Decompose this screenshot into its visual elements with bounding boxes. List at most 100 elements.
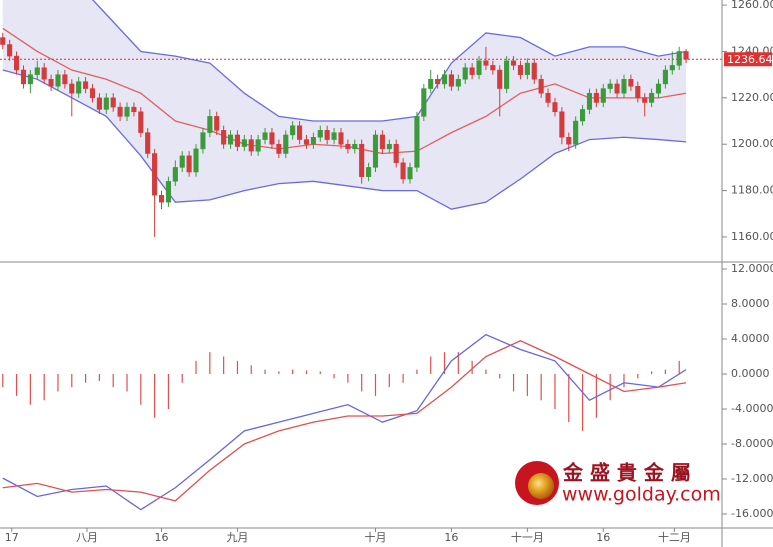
watermark-url: www.golday.com bbox=[562, 484, 721, 506]
candle-body bbox=[628, 79, 634, 87]
candle-body bbox=[455, 79, 461, 87]
candle-body bbox=[469, 67, 475, 75]
candle-body bbox=[48, 79, 54, 87]
x-tick-label: 十一月 bbox=[511, 530, 544, 544]
x-tick-label: 16 bbox=[444, 531, 458, 544]
candle-body bbox=[138, 111, 144, 133]
candle-body bbox=[145, 132, 151, 154]
panel-macd bbox=[2, 333, 687, 511]
histogram-bar bbox=[512, 374, 515, 392]
histogram-bar bbox=[264, 369, 266, 374]
band-fill bbox=[2, 0, 687, 210]
histogram-bar bbox=[568, 374, 570, 423]
histogram-bar bbox=[84, 374, 87, 383]
candle-body bbox=[310, 137, 316, 145]
histogram-bar bbox=[650, 371, 653, 374]
histogram-bar bbox=[195, 360, 197, 374]
candle-body bbox=[586, 92, 593, 110]
y-tick-label: -8.0000 bbox=[731, 437, 773, 450]
candle-body bbox=[552, 102, 558, 113]
candle-body bbox=[76, 81, 82, 94]
y-tick-label: 0.0000 bbox=[731, 367, 770, 380]
histogram-bar bbox=[554, 374, 556, 409]
y-tick-label: 1200.00 bbox=[731, 137, 773, 150]
histogram-bar bbox=[292, 369, 294, 374]
histogram-bar bbox=[29, 374, 31, 405]
candle-body bbox=[510, 60, 517, 66]
candle-body bbox=[435, 79, 441, 85]
candle-body bbox=[89, 88, 96, 99]
candle-body bbox=[462, 67, 468, 80]
histogram-bar bbox=[319, 371, 321, 374]
candle-body bbox=[352, 143, 358, 150]
candle-body bbox=[676, 51, 682, 66]
last-price-box bbox=[724, 52, 772, 67]
candle-body bbox=[441, 74, 448, 85]
candle-body bbox=[649, 92, 655, 103]
histogram-bar bbox=[57, 374, 59, 392]
histogram-bar bbox=[2, 374, 4, 388]
candle-body bbox=[524, 62, 530, 75]
candle-body bbox=[662, 69, 668, 85]
histogram-bar bbox=[181, 374, 183, 383]
candle-body bbox=[393, 143, 399, 164]
candle-body bbox=[497, 69, 503, 89]
x-tick-label: 九月 bbox=[226, 531, 248, 544]
candle-body bbox=[483, 60, 489, 66]
histogram-bar bbox=[416, 369, 418, 374]
candle-body bbox=[490, 65, 496, 71]
candle-body bbox=[283, 134, 289, 154]
histogram-bar bbox=[388, 374, 390, 388]
candle-body bbox=[407, 167, 413, 180]
candle-body bbox=[366, 167, 372, 177]
candle-body bbox=[221, 130, 227, 145]
y-tick-label: 1160.00 bbox=[731, 230, 773, 243]
candle-body bbox=[276, 143, 282, 154]
histogram-bar bbox=[126, 374, 128, 392]
candle-body bbox=[359, 143, 365, 177]
candle-body bbox=[400, 162, 406, 180]
candle-body bbox=[241, 139, 247, 147]
candle-body bbox=[317, 130, 323, 138]
last-price-label: 1236.64 bbox=[727, 53, 773, 66]
candle-body bbox=[428, 79, 434, 89]
candle-body bbox=[69, 83, 75, 94]
logo: 金 盛 貴 金 屬 www.golday.com bbox=[515, 461, 721, 506]
candle-body bbox=[297, 125, 303, 140]
histogram-bar bbox=[623, 374, 625, 388]
watermark-name: 金 盛 貴 金 屬 bbox=[562, 461, 691, 485]
x-tick-label: 16 bbox=[155, 531, 169, 544]
candle-body bbox=[338, 132, 344, 145]
x-tick-label: 十二月 bbox=[658, 530, 691, 544]
logo-coin bbox=[528, 473, 554, 499]
y-tick-label: 4.0000 bbox=[731, 332, 770, 345]
candle-body bbox=[117, 106, 123, 117]
candle-body bbox=[262, 132, 268, 140]
candle-body bbox=[55, 74, 61, 87]
candle-body bbox=[255, 139, 261, 152]
macd-line bbox=[2, 340, 687, 502]
candle-body bbox=[96, 97, 102, 110]
histogram-bar bbox=[15, 374, 18, 396]
histogram-bar bbox=[71, 374, 73, 388]
plot-layer bbox=[0, 0, 722, 511]
candle-body bbox=[158, 194, 165, 203]
candle-body bbox=[607, 83, 613, 89]
histogram-bar bbox=[223, 356, 225, 374]
candle-body bbox=[269, 132, 275, 145]
candle-body bbox=[386, 143, 392, 150]
histogram-bar bbox=[154, 374, 156, 418]
x-tick-label: 十月 bbox=[364, 530, 386, 544]
candle-body bbox=[27, 74, 33, 85]
histogram-bar bbox=[140, 374, 142, 405]
histogram-bar bbox=[43, 374, 45, 401]
candle-body bbox=[290, 125, 296, 136]
candle-body bbox=[566, 137, 572, 145]
histogram-bar bbox=[664, 369, 666, 374]
candle-body bbox=[421, 88, 427, 117]
candle-body bbox=[655, 83, 662, 94]
histogram-bar bbox=[333, 374, 335, 379]
candle-body bbox=[573, 120, 579, 145]
candle-body bbox=[614, 83, 620, 94]
y-tick-label: 8.0000 bbox=[731, 297, 770, 310]
